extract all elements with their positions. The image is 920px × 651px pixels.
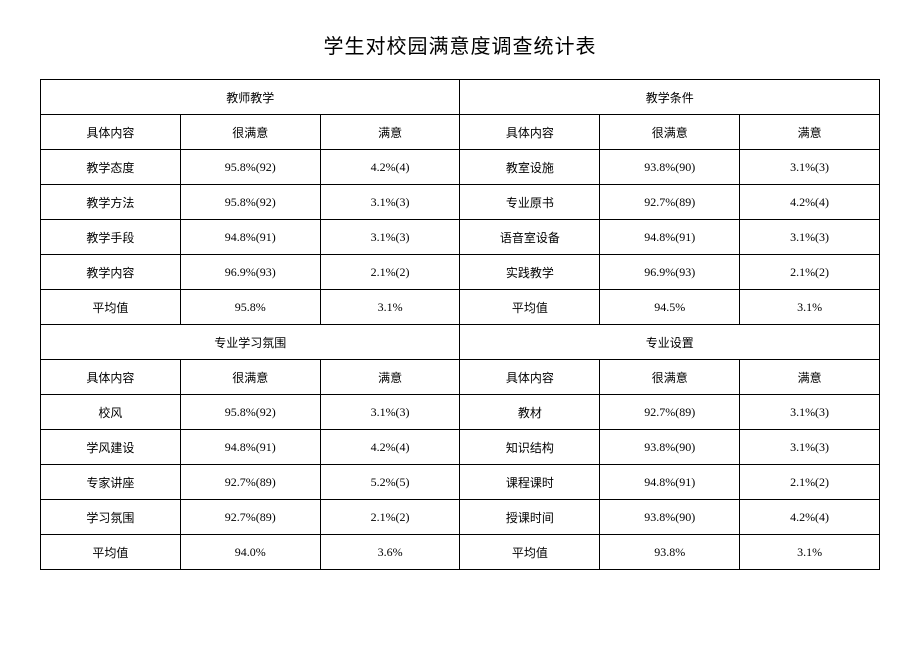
cell: 96.9%(93) xyxy=(180,255,320,290)
cell: 3.1% xyxy=(740,535,880,570)
table-row: 教学内容 96.9%(93) 2.1%(2) 实践教学 96.9%(93) 2.… xyxy=(41,255,880,290)
cell: 94.8%(91) xyxy=(600,465,740,500)
survey-table: 教师教学 教学条件 具体内容 很满意 满意 具体内容 很满意 满意 教学态度 9… xyxy=(40,79,880,570)
cell: 2.1%(2) xyxy=(320,255,460,290)
cell: 4.2%(4) xyxy=(320,150,460,185)
cell: 95.8% xyxy=(180,290,320,325)
cell: 4.2%(4) xyxy=(320,430,460,465)
cell: 3.1% xyxy=(740,290,880,325)
cell: 授课时间 xyxy=(460,500,600,535)
col-header: 满意 xyxy=(740,360,880,395)
col-header: 很满意 xyxy=(600,360,740,395)
cell: 教学手段 xyxy=(41,220,181,255)
col-header: 具体内容 xyxy=(460,360,600,395)
cell: 教室设施 xyxy=(460,150,600,185)
cell: 93.8%(90) xyxy=(600,150,740,185)
cell: 92.7%(89) xyxy=(600,395,740,430)
cell: 平均值 xyxy=(460,290,600,325)
section-header-left: 专业学习氛围 xyxy=(41,325,460,360)
cell: 3.1%(3) xyxy=(740,430,880,465)
cell: 校风 xyxy=(41,395,181,430)
cell: 2.1%(2) xyxy=(740,465,880,500)
cell: 3.1%(3) xyxy=(740,220,880,255)
cell: 3.1%(3) xyxy=(740,395,880,430)
table-row: 教师教学 教学条件 xyxy=(41,80,880,115)
cell: 2.1%(2) xyxy=(740,255,880,290)
cell: 3.1%(3) xyxy=(320,220,460,255)
cell: 平均值 xyxy=(460,535,600,570)
cell: 92.7%(89) xyxy=(180,465,320,500)
page-title: 学生对校园满意度调查统计表 xyxy=(40,30,880,59)
section-header-right: 专业设置 xyxy=(460,325,880,360)
cell: 2.1%(2) xyxy=(320,500,460,535)
table-row: 专业学习氛围 专业设置 xyxy=(41,325,880,360)
cell: 平均值 xyxy=(41,535,181,570)
cell: 学习氛围 xyxy=(41,500,181,535)
cell: 92.7%(89) xyxy=(600,185,740,220)
col-header: 满意 xyxy=(320,115,460,150)
table-row: 教学方法 95.8%(92) 3.1%(3) 专业原书 92.7%(89) 4.… xyxy=(41,185,880,220)
col-header: 具体内容 xyxy=(460,115,600,150)
cell: 95.8%(92) xyxy=(180,185,320,220)
table-row: 平均值 95.8% 3.1% 平均值 94.5% 3.1% xyxy=(41,290,880,325)
cell: 93.8%(90) xyxy=(600,430,740,465)
col-header: 满意 xyxy=(740,115,880,150)
table-row: 具体内容 很满意 满意 具体内容 很满意 满意 xyxy=(41,360,880,395)
cell: 课程课时 xyxy=(460,465,600,500)
cell: 3.1% xyxy=(320,290,460,325)
table-row: 学习氛围 92.7%(89) 2.1%(2) 授课时间 93.8%(90) 4.… xyxy=(41,500,880,535)
cell: 4.2%(4) xyxy=(740,500,880,535)
cell: 94.8%(91) xyxy=(180,430,320,465)
cell: 3.6% xyxy=(320,535,460,570)
col-header: 满意 xyxy=(320,360,460,395)
cell: 实践教学 xyxy=(460,255,600,290)
cell: 知识结构 xyxy=(460,430,600,465)
cell: 4.2%(4) xyxy=(740,185,880,220)
cell: 5.2%(5) xyxy=(320,465,460,500)
section-header-right: 教学条件 xyxy=(460,80,880,115)
cell: 93.8%(90) xyxy=(600,500,740,535)
col-header: 很满意 xyxy=(600,115,740,150)
cell: 教学态度 xyxy=(41,150,181,185)
cell: 94.0% xyxy=(180,535,320,570)
cell: 语音室设备 xyxy=(460,220,600,255)
cell: 教材 xyxy=(460,395,600,430)
table-row: 平均值 94.0% 3.6% 平均值 93.8% 3.1% xyxy=(41,535,880,570)
cell: 3.1%(3) xyxy=(320,395,460,430)
col-header: 具体内容 xyxy=(41,360,181,395)
cell: 平均值 xyxy=(41,290,181,325)
table-row: 教学手段 94.8%(91) 3.1%(3) 语音室设备 94.8%(91) 3… xyxy=(41,220,880,255)
section-header-left: 教师教学 xyxy=(41,80,460,115)
col-header: 很满意 xyxy=(180,115,320,150)
cell: 专业原书 xyxy=(460,185,600,220)
cell: 学风建设 xyxy=(41,430,181,465)
table-row: 校风 95.8%(92) 3.1%(3) 教材 92.7%(89) 3.1%(3… xyxy=(41,395,880,430)
cell: 93.8% xyxy=(600,535,740,570)
cell: 教学方法 xyxy=(41,185,181,220)
table-row: 教学态度 95.8%(92) 4.2%(4) 教室设施 93.8%(90) 3.… xyxy=(41,150,880,185)
cell: 92.7%(89) xyxy=(180,500,320,535)
table-row: 具体内容 很满意 满意 具体内容 很满意 满意 xyxy=(41,115,880,150)
col-header: 具体内容 xyxy=(41,115,181,150)
cell: 96.9%(93) xyxy=(600,255,740,290)
cell: 3.1%(3) xyxy=(740,150,880,185)
cell: 94.8%(91) xyxy=(600,220,740,255)
cell: 3.1%(3) xyxy=(320,185,460,220)
cell: 94.8%(91) xyxy=(180,220,320,255)
cell: 94.5% xyxy=(600,290,740,325)
cell: 教学内容 xyxy=(41,255,181,290)
cell: 95.8%(92) xyxy=(180,150,320,185)
table-row: 学风建设 94.8%(91) 4.2%(4) 知识结构 93.8%(90) 3.… xyxy=(41,430,880,465)
col-header: 很满意 xyxy=(180,360,320,395)
cell: 专家讲座 xyxy=(41,465,181,500)
cell: 95.8%(92) xyxy=(180,395,320,430)
table-row: 专家讲座 92.7%(89) 5.2%(5) 课程课时 94.8%(91) 2.… xyxy=(41,465,880,500)
